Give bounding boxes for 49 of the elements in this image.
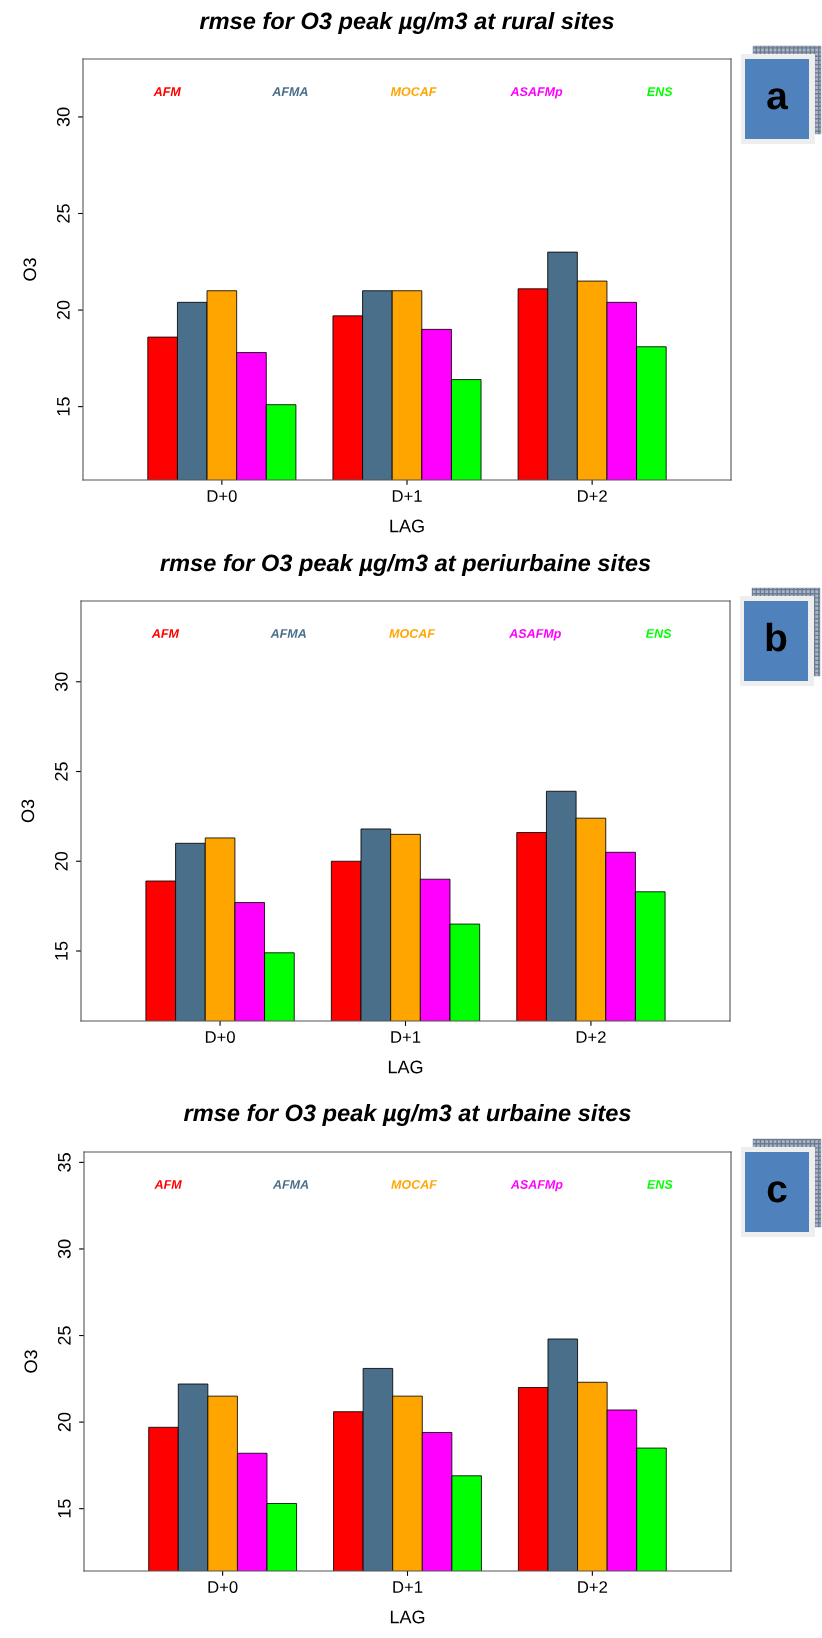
text: MOCAF: [389, 629, 436, 638]
y-tick-label: 15: [57, 397, 70, 416]
chart-title: rmse for O3 peak µg/m3 at urbaine sites: [183, 1103, 631, 1127]
text: AFM: [151, 629, 180, 638]
chart-title: rmse for O3 peak µg/m3 at rural sites: [199, 12, 614, 35]
text: AFM: [153, 87, 181, 96]
y-tick-label: 30: [54, 672, 68, 692]
x-axis-title: LAG: [390, 1610, 425, 1624]
x-tick-label: D+1: [392, 490, 422, 502]
text: AFMA: [272, 87, 308, 96]
x-axis-title: LAG: [388, 1060, 423, 1074]
x-tick-label: D+2: [577, 490, 607, 502]
y-tick-label: 20: [57, 1412, 71, 1432]
text: ASAFMp: [509, 629, 561, 641]
y-tick-label: 25: [56, 204, 70, 223]
x-tick-label: D+1: [391, 1031, 421, 1043]
y-tick-label: 30: [57, 1239, 71, 1259]
text: ENS: [647, 1180, 673, 1189]
y-axis-title: O3: [23, 258, 37, 281]
y-axis-title: O3: [21, 799, 35, 823]
y-tick-label: 15: [58, 1499, 71, 1518]
text: AFMA: [270, 629, 306, 638]
text: c: [767, 1181, 787, 1203]
text: a: [767, 88, 789, 110]
y-tick-label: 25: [54, 762, 68, 781]
x-tick-label: D+2: [578, 1581, 608, 1593]
x-tick-label: D+1: [393, 1581, 423, 1593]
y-tick-label: 20: [56, 300, 70, 320]
y-tick-label: 20: [54, 851, 68, 871]
y-tick-label: 35: [57, 1153, 71, 1172]
text: b: [766, 622, 787, 652]
y-axis-title: O3: [24, 1350, 38, 1373]
x-tick-label: D+0: [207, 490, 237, 502]
text: AFMA: [272, 1180, 309, 1189]
text: ENS: [645, 629, 672, 638]
y-tick-label: 30: [56, 107, 70, 127]
y-tick-label: 25: [57, 1326, 71, 1345]
chart-title: rmse for O3 peak µg/m3 at periurbaine sites: [160, 554, 651, 577]
text: MOCAF: [390, 87, 437, 97]
text: ENS: [647, 87, 673, 97]
x-axis-title: LAG: [390, 519, 424, 533]
x-tick-label: D+2: [576, 1031, 606, 1043]
x-tick-label: D+0: [205, 1031, 235, 1043]
text: ASAFMp: [510, 1180, 563, 1192]
text: ASAFMp: [510, 87, 563, 99]
y-tick-label: 15: [55, 941, 68, 960]
text: MOCAF: [391, 1180, 438, 1189]
text: AFM: [154, 1180, 182, 1189]
x-tick-label: D+0: [208, 1581, 238, 1593]
